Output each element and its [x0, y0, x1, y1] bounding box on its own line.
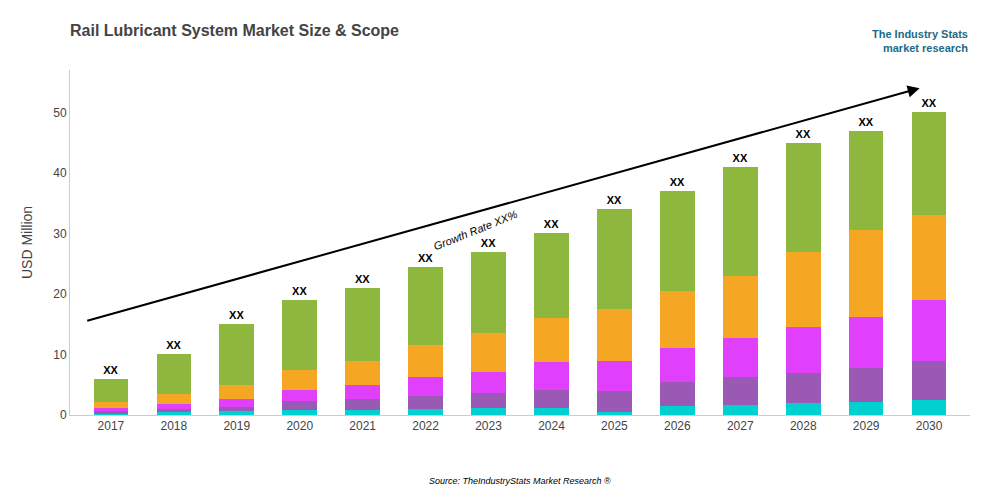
svg-text:XX: XX: [607, 194, 622, 206]
svg-text:XX: XX: [103, 364, 118, 376]
svg-text:XX: XX: [355, 273, 370, 285]
svg-text:Source: TheIndustryStats Marke: Source: TheIndustryStats Market Research…: [429, 476, 611, 486]
svg-text:XX: XX: [544, 218, 559, 230]
svg-text:Growth Rate XX%: Growth Rate XX%: [432, 208, 519, 253]
svg-text:XX: XX: [858, 116, 873, 128]
svg-text:Rail Lubricant System Market S: Rail Lubricant System Market Size & Scop…: [70, 22, 399, 39]
svg-text:2025: 2025: [601, 419, 628, 433]
svg-text:2017: 2017: [98, 419, 125, 433]
svg-text:XX: XX: [292, 285, 307, 297]
svg-text:XX: XX: [166, 339, 181, 351]
svg-text:2026: 2026: [664, 419, 691, 433]
svg-text:2030: 2030: [916, 419, 943, 433]
svg-text:2028: 2028: [790, 419, 817, 433]
svg-text:2018: 2018: [160, 419, 187, 433]
svg-text:20: 20: [53, 287, 67, 301]
svg-text:2029: 2029: [853, 419, 880, 433]
svg-text:2024: 2024: [538, 419, 565, 433]
svg-text:30: 30: [53, 227, 67, 241]
svg-text:XX: XX: [670, 176, 685, 188]
svg-text:XX: XX: [229, 309, 244, 321]
svg-text:2019: 2019: [223, 419, 250, 433]
svg-text:XX: XX: [921, 97, 936, 109]
svg-text:2020: 2020: [286, 419, 313, 433]
svg-text:XX: XX: [481, 237, 496, 249]
svg-text:0: 0: [60, 408, 67, 422]
svg-text:XX: XX: [796, 128, 811, 140]
svg-text:2022: 2022: [412, 419, 439, 433]
svg-text:2027: 2027: [727, 419, 754, 433]
svg-text:50: 50: [53, 106, 67, 120]
svg-text:The Industry Statsmarket resea: The Industry Statsmarket research: [872, 28, 968, 54]
svg-text:XX: XX: [418, 252, 433, 264]
svg-text:2023: 2023: [475, 419, 502, 433]
svg-text:10: 10: [53, 348, 67, 362]
svg-text:XX: XX: [733, 152, 748, 164]
svg-text:2021: 2021: [349, 419, 376, 433]
svg-text:USD Million: USD Million: [19, 206, 35, 279]
svg-text:40: 40: [53, 166, 67, 180]
